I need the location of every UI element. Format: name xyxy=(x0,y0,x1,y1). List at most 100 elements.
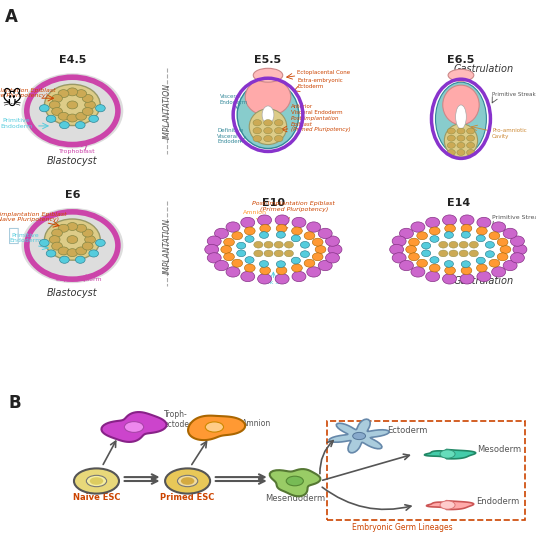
Ellipse shape xyxy=(253,68,283,82)
Circle shape xyxy=(95,104,105,112)
Circle shape xyxy=(83,107,93,116)
Circle shape xyxy=(399,260,413,271)
Circle shape xyxy=(443,215,457,226)
Text: Primed ESC: Primed ESC xyxy=(160,493,215,503)
Circle shape xyxy=(226,267,240,277)
Text: Pro-amniotic
Cavity: Pro-amniotic Cavity xyxy=(492,128,527,139)
Circle shape xyxy=(46,116,56,123)
Circle shape xyxy=(49,235,60,244)
Circle shape xyxy=(510,252,524,263)
Text: Primitive
Endoderm: Primitive Endoderm xyxy=(9,233,41,243)
Text: Blastocyst: Blastocyst xyxy=(47,156,98,167)
Text: Trophectoderm: Trophectoderm xyxy=(55,277,102,282)
Text: Gastrulation: Gastrulation xyxy=(453,64,513,74)
Text: E10: E10 xyxy=(262,198,285,208)
Polygon shape xyxy=(425,449,475,459)
Text: Post-implantation
Epiblast
(Primed Pluripotency): Post-implantation Epiblast (Primed Pluri… xyxy=(291,116,350,133)
Circle shape xyxy=(89,116,99,123)
Circle shape xyxy=(85,235,95,244)
Circle shape xyxy=(292,271,306,282)
Circle shape xyxy=(408,253,419,261)
Circle shape xyxy=(264,250,273,257)
Circle shape xyxy=(406,245,416,254)
Circle shape xyxy=(181,477,195,485)
Circle shape xyxy=(59,122,69,129)
Circle shape xyxy=(447,128,455,134)
Circle shape xyxy=(49,101,60,109)
Circle shape xyxy=(445,224,456,233)
Circle shape xyxy=(221,245,232,254)
Circle shape xyxy=(304,259,315,267)
Circle shape xyxy=(76,122,85,129)
Circle shape xyxy=(83,242,93,250)
Circle shape xyxy=(447,150,455,156)
Circle shape xyxy=(51,242,62,250)
Circle shape xyxy=(260,267,271,274)
Circle shape xyxy=(466,142,475,149)
Circle shape xyxy=(318,260,332,271)
Circle shape xyxy=(426,217,440,228)
Circle shape xyxy=(466,135,475,141)
Circle shape xyxy=(274,250,283,257)
Circle shape xyxy=(489,259,500,267)
Polygon shape xyxy=(427,500,474,509)
Circle shape xyxy=(408,238,419,246)
Circle shape xyxy=(226,222,240,232)
Text: Embryonic Germ Lineages: Embryonic Germ Lineages xyxy=(352,524,452,532)
Circle shape xyxy=(51,229,62,237)
Circle shape xyxy=(90,477,103,485)
Circle shape xyxy=(44,84,100,125)
Circle shape xyxy=(477,264,487,272)
Circle shape xyxy=(292,227,302,235)
Circle shape xyxy=(353,432,366,439)
Circle shape xyxy=(466,150,475,156)
Circle shape xyxy=(399,228,413,239)
Text: E4.5: E4.5 xyxy=(58,56,86,65)
Circle shape xyxy=(76,90,87,97)
Text: Pre-implantation Epiblast
(Naive Pluripotency): Pre-implantation Epiblast (Naive Pluripo… xyxy=(0,87,56,98)
Circle shape xyxy=(447,135,455,141)
Ellipse shape xyxy=(237,81,299,148)
Circle shape xyxy=(264,135,272,142)
Circle shape xyxy=(237,250,246,257)
Circle shape xyxy=(318,228,332,239)
Circle shape xyxy=(312,253,323,261)
Circle shape xyxy=(44,219,100,260)
Circle shape xyxy=(430,235,439,243)
Text: Visceral
Endoderm: Visceral Endoderm xyxy=(220,94,248,104)
Circle shape xyxy=(205,244,219,255)
Circle shape xyxy=(67,88,78,96)
Circle shape xyxy=(307,267,321,277)
Circle shape xyxy=(457,128,465,134)
Circle shape xyxy=(457,142,465,149)
Circle shape xyxy=(500,245,511,254)
Circle shape xyxy=(67,235,78,244)
Text: Primitive Streak: Primitive Streak xyxy=(492,92,536,97)
Text: Primitive Streak: Primitive Streak xyxy=(492,214,536,219)
Circle shape xyxy=(444,261,453,267)
Circle shape xyxy=(429,227,440,235)
Ellipse shape xyxy=(262,244,285,255)
Circle shape xyxy=(275,215,289,226)
Circle shape xyxy=(291,257,300,264)
Circle shape xyxy=(67,114,78,122)
Circle shape xyxy=(477,271,491,282)
Circle shape xyxy=(485,251,494,257)
Circle shape xyxy=(277,232,286,238)
Ellipse shape xyxy=(448,69,474,81)
Circle shape xyxy=(284,250,294,257)
Circle shape xyxy=(477,227,487,235)
Text: E6.5: E6.5 xyxy=(447,56,475,65)
Circle shape xyxy=(259,232,269,238)
Polygon shape xyxy=(270,469,321,496)
Circle shape xyxy=(260,224,271,233)
Ellipse shape xyxy=(443,85,479,125)
Circle shape xyxy=(444,232,453,238)
Circle shape xyxy=(485,241,494,248)
Circle shape xyxy=(67,223,78,230)
Circle shape xyxy=(177,475,198,487)
Ellipse shape xyxy=(446,244,471,255)
Circle shape xyxy=(304,232,315,240)
Circle shape xyxy=(390,244,404,255)
Text: Ectoderm: Ectoderm xyxy=(387,426,427,435)
